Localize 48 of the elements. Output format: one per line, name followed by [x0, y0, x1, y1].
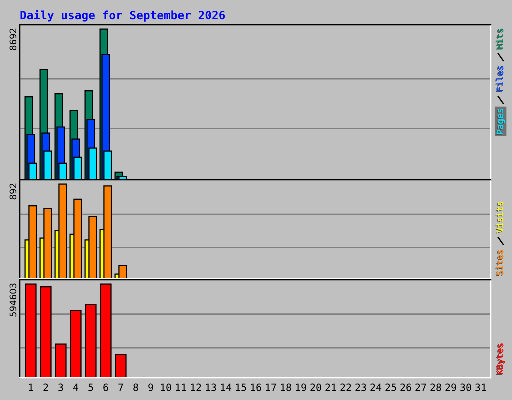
x-tick-label: 9	[148, 384, 154, 392]
x-tick-label: 31	[476, 384, 486, 392]
x-tick-label: 18	[281, 384, 292, 392]
bar	[25, 284, 37, 378]
x-tick-label: 13	[206, 384, 216, 392]
x-tick-label: 28	[430, 384, 442, 392]
x-tick-label: 10	[161, 384, 172, 392]
text: 892	[10, 184, 17, 200]
text: 594603	[10, 284, 17, 317]
bar	[70, 310, 82, 378]
x-tick-label: 14	[221, 384, 232, 392]
x-tick-label: 8	[134, 384, 138, 392]
x-tick-label: 26	[400, 384, 412, 392]
x-tick-label: 2	[44, 384, 48, 392]
legend-label: Files	[496, 66, 504, 92]
text: Visits	[496, 202, 504, 234]
x-tick-label: 11	[176, 384, 186, 392]
x-tick-label: 22	[340, 384, 352, 392]
x-tick-label: 12	[191, 384, 202, 392]
x-tick-label: 7	[118, 384, 124, 392]
x-tick-label: 27	[416, 384, 426, 392]
bar	[100, 284, 112, 378]
x-tick-label: 29	[446, 384, 456, 392]
x-tick-label: 4	[73, 384, 79, 392]
x-tick-label: 20	[310, 384, 322, 392]
x-tick-label: 30	[460, 384, 472, 392]
x-tick-label: 25	[386, 384, 396, 392]
x-tick-label: 3	[58, 384, 64, 392]
text: Hits	[496, 28, 504, 50]
bar	[55, 344, 67, 378]
bar	[85, 304, 97, 378]
chart-title: Daily usage for September 2026	[20, 10, 226, 22]
text: 8692	[10, 28, 17, 50]
x-tick-label: 24	[370, 384, 382, 392]
legend-label: Pages	[496, 109, 506, 136]
x-tick-label: 1	[29, 384, 34, 392]
x-tick-label: 6	[104, 384, 108, 392]
x-tick-label: 17	[266, 384, 276, 392]
x-tick-label: 5	[88, 384, 94, 392]
legend-label: Sites	[496, 250, 504, 276]
bar	[40, 286, 52, 378]
x-tick-label: 15	[236, 384, 246, 392]
bar	[115, 354, 127, 378]
x-tick-label: 19	[296, 384, 306, 392]
text: KBytes	[496, 344, 506, 376]
x-tick-label: 16	[251, 384, 262, 392]
x-tick-label: 23	[356, 384, 366, 392]
x-tick-label: 21	[326, 384, 336, 392]
